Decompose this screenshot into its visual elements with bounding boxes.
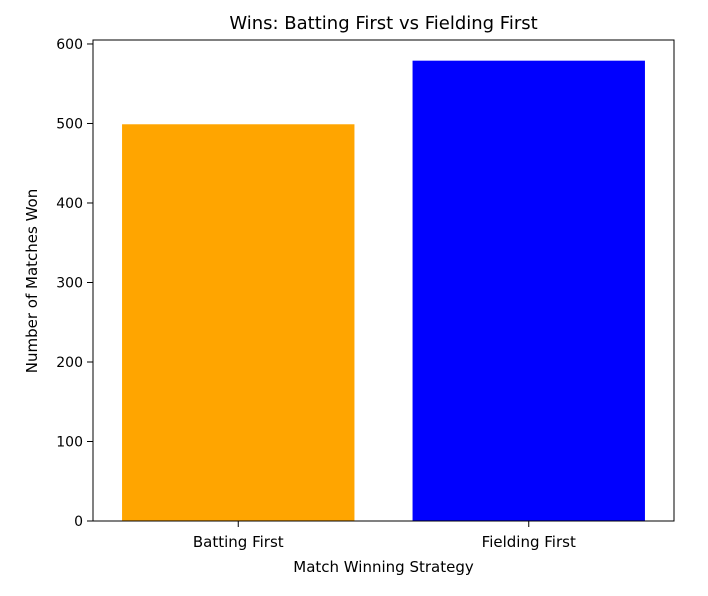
y-tick-label: 300 — [56, 275, 83, 291]
x-axis-label: Match Winning Strategy — [293, 558, 474, 576]
y-tick-label: 200 — [56, 355, 83, 371]
plot-frame — [92, 39, 675, 522]
bar-batting-first — [122, 124, 355, 521]
x-tick-label: Fielding First — [482, 533, 576, 551]
y-axis-ticks: 0 100 200 300 400 500 600 — [56, 37, 93, 530]
y-tick-label: 600 — [56, 37, 83, 53]
chart-title: Wins: Batting First vs Fielding First — [229, 13, 537, 34]
bar-fielding-first — [412, 60, 645, 521]
x-axis-ticks: Batting First Fielding First — [193, 521, 576, 551]
y-tick-label: 500 — [56, 116, 83, 132]
bars-group — [122, 60, 645, 521]
y-tick-label: 400 — [56, 196, 83, 212]
y-tick-label: 100 — [56, 434, 83, 450]
x-tick-label: Batting First — [193, 533, 284, 551]
y-axis-label: Number of Matches Won — [23, 189, 41, 373]
y-tick-label: 0 — [74, 514, 83, 530]
